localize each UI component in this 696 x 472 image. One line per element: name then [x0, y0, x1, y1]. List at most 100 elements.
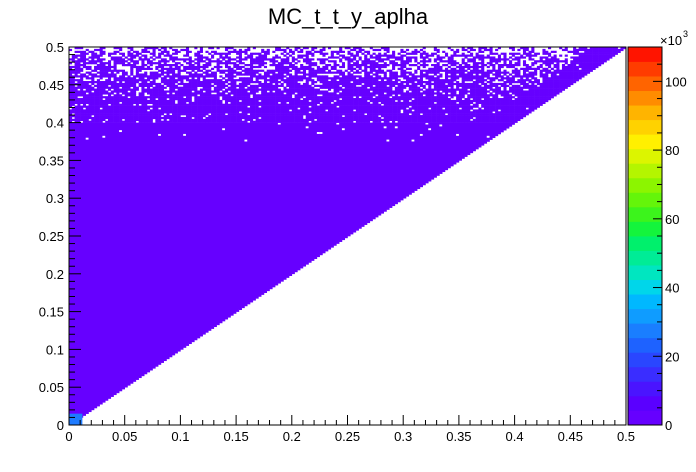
- heatmap-cell: [520, 86, 524, 89]
- heatmap-cell: [202, 103, 206, 106]
- heatmap-cell: [277, 96, 281, 99]
- heatmap-cell: [517, 98, 521, 101]
- heatmap-cell: [536, 99, 540, 103]
- heatmap-cell: [283, 71, 287, 74]
- heatmap-cell: [222, 120, 226, 123]
- heatmap-cell: [483, 118, 488, 122]
- heatmap-cell: [160, 116, 164, 120]
- heatmap-cell: [392, 120, 396, 123]
- heatmap-cell: [82, 92, 87, 95]
- heatmap-cell: [375, 71, 379, 74]
- heatmap-cell: [514, 94, 518, 97]
- heatmap-cell: [439, 67, 443, 70]
- heatmap-gap: [394, 126, 398, 129]
- heatmap-cell: [392, 113, 396, 116]
- heatmap-cell: [372, 103, 376, 106]
- heatmap-cell: [322, 115, 326, 118]
- heatmap-cell: [531, 107, 535, 110]
- heatmap-cell: [266, 92, 270, 95]
- heatmap-cell: [91, 86, 95, 89]
- heatmap-cell: [152, 62, 156, 65]
- heatmap-cell: [216, 90, 220, 93]
- heatmap-cell: [269, 105, 273, 108]
- heatmap-cell: [350, 79, 354, 82]
- heatmap-cell: [428, 75, 432, 78]
- heatmap-cell: [439, 73, 443, 76]
- heatmap-cell: [325, 105, 329, 108]
- heatmap-cell: [286, 73, 290, 76]
- heatmap-cell: [244, 88, 248, 91]
- heatmap-cell: [202, 120, 206, 123]
- heatmap-cell: [511, 107, 515, 110]
- heatmap-cell: [96, 81, 100, 84]
- heatmap-cell: [531, 90, 535, 93]
- heatmap-cell: [149, 109, 153, 112]
- heatmap-cell: [453, 115, 457, 118]
- heatmap-cell: [369, 62, 373, 65]
- heatmap-cell: [247, 69, 251, 72]
- heatmap-cell: [522, 64, 527, 67]
- heatmap-cell: [483, 92, 488, 95]
- heatmap-cell: [116, 77, 120, 80]
- heatmap-cell: [155, 113, 159, 116]
- heatmap-cell: [219, 69, 223, 72]
- heatmap-cell: [380, 107, 385, 110]
- heatmap-cell: [269, 118, 273, 122]
- heatmap-cell: [197, 77, 201, 80]
- heatmap-cell: [545, 86, 549, 89]
- heatmap-cell: [291, 65, 295, 69]
- heatmap-cell: [383, 115, 387, 118]
- heatmap-cell: [397, 200, 401, 203]
- heatmap-cell: [556, 77, 560, 80]
- heatmap-cell: [378, 213, 382, 216]
- heatmap-cell: [99, 113, 103, 116]
- heatmap-cell: [163, 77, 167, 80]
- heatmap-cell: [444, 64, 449, 67]
- heatmap-cell: [211, 113, 215, 116]
- heatmap-cell: [341, 113, 346, 116]
- heatmap-cell: [74, 67, 78, 70]
- heatmap-cell: [339, 111, 343, 114]
- heatmap-cell: [336, 118, 340, 122]
- heatmap-cell: [266, 79, 270, 82]
- heatmap-cell: [509, 90, 513, 93]
- heatmap-cell: [322, 65, 326, 69]
- heatmap-cell: [211, 105, 215, 108]
- heatmap-cell: [163, 98, 167, 101]
- heatmap-cell: [511, 118, 515, 122]
- heatmap-cell: [353, 107, 357, 110]
- heatmap-cell: [497, 98, 501, 101]
- heatmap-cell: [347, 64, 351, 67]
- heatmap-cell: [525, 67, 529, 70]
- heatmap-cell: [575, 79, 579, 82]
- heatmap-cell: [305, 109, 309, 112]
- heatmap-cell: [394, 86, 398, 89]
- heatmap-cell: [497, 90, 501, 93]
- heatmap-cell: [542, 75, 546, 78]
- heatmap-cell: [450, 101, 454, 104]
- heatmap-cell: [208, 60, 212, 63]
- heatmap-cell: [500, 64, 504, 67]
- heatmap-cell: [80, 109, 84, 112]
- heatmap-cell: [509, 118, 513, 122]
- heatmap-cell: [275, 60, 279, 63]
- heatmap-cell: [211, 81, 215, 84]
- heatmap-cell: [280, 65, 284, 69]
- heatmap-cell: [369, 82, 373, 86]
- heatmap-cell: [141, 79, 145, 82]
- heatmap-cell: [333, 103, 337, 106]
- heatmap-cell: [553, 81, 557, 84]
- heatmap-cell: [322, 67, 326, 70]
- heatmap-cell: [397, 105, 401, 108]
- heatmap-cell: [222, 69, 226, 72]
- heatmap-cell: [330, 245, 334, 248]
- heatmap-cell: [283, 79, 287, 82]
- heatmap-cell: [252, 94, 256, 97]
- heatmap-cell: [263, 81, 268, 84]
- heatmap-cell: [322, 116, 326, 120]
- heatmap-gap: [319, 132, 323, 134]
- heatmap-cell: [375, 75, 379, 78]
- heatmap-cell: [130, 81, 134, 84]
- heatmap-cell: [283, 111, 287, 114]
- heatmap-cell: [77, 81, 81, 84]
